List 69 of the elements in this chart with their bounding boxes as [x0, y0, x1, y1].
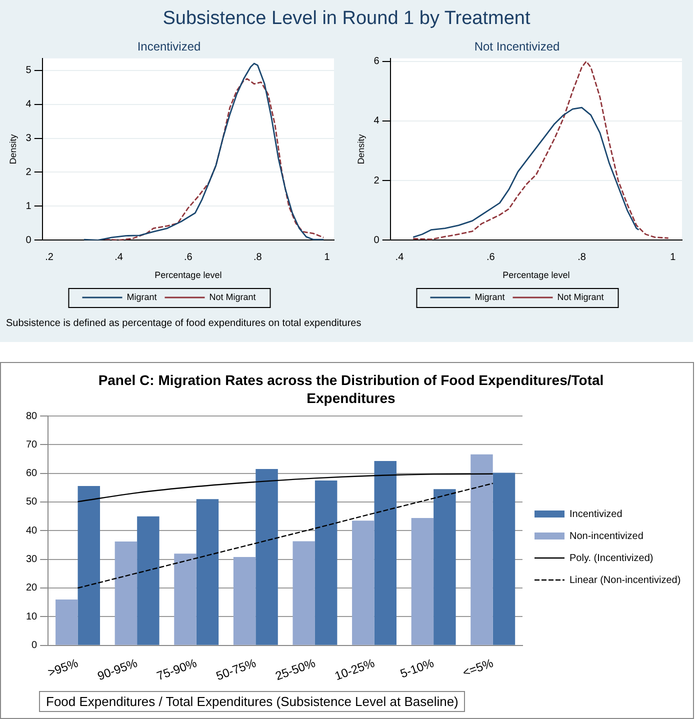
x-tick-label: .2 — [45, 252, 54, 263]
x-axis-title: Percentage level — [502, 270, 570, 280]
bar — [233, 557, 256, 645]
chart-title: Panel C: Migration Rates across the Distribution of Food Expenditures/Total Expenditures — [97, 371, 605, 407]
bar — [292, 541, 315, 645]
x-tick-label: 1 — [670, 252, 676, 263]
x-axis-title: Food Expenditures / Total Expenditures (Subsistence Level at Baseline) — [39, 691, 466, 712]
bar — [137, 516, 160, 645]
legend-label: Migrant — [474, 292, 506, 302]
bar — [470, 454, 493, 645]
line-series — [412, 60, 670, 240]
chart-subtitle: Incentivized — [137, 40, 201, 54]
bar — [196, 499, 219, 645]
y-tick-label: 30 — [26, 554, 38, 566]
bar — [492, 472, 516, 645]
legend-label: Not Migrant — [557, 292, 604, 302]
bar — [256, 469, 278, 645]
x-tick-label: .6 — [184, 252, 193, 263]
chart-title: Subsistence Level in Round 1 by Treatment — [162, 8, 532, 30]
legend-label: Not Migrant — [209, 292, 256, 302]
y-tick-label: 20 — [26, 582, 38, 594]
x-tick-label: .8 — [578, 252, 586, 263]
x-tick-label: .8 — [253, 252, 262, 263]
y-tick-label: 60 — [26, 468, 38, 480]
line-series — [104, 78, 324, 240]
text: Subsistence is defined as percentage of food expenditures on total expenditures — [6, 318, 362, 329]
y-tick-label: 50 — [26, 496, 38, 508]
y-tick-label: 70 — [26, 439, 38, 450]
y-tick-label: 1 — [26, 200, 32, 212]
x-tick-label: >95% — [46, 656, 80, 680]
bar — [314, 480, 338, 645]
y-tick-label: 80 — [26, 410, 38, 422]
x-tick-label: .4 — [395, 252, 404, 263]
y-tick-label: 0 — [374, 234, 380, 246]
y-tick-label: 4 — [374, 116, 380, 127]
y-tick-label: 0 — [32, 640, 38, 652]
x-axis-title: Percentage level — [154, 270, 222, 280]
y-tick-label: 3 — [26, 133, 32, 144]
y-tick-label: 0 — [26, 234, 32, 246]
bar — [78, 486, 100, 645]
x-tick-label: <=5% — [460, 656, 496, 680]
bar — [411, 518, 434, 645]
bar — [114, 542, 138, 645]
bar — [56, 599, 78, 645]
y-tick-label: 5 — [26, 65, 32, 76]
bar — [374, 461, 396, 645]
chart-subtitle: Not Incentivized — [474, 40, 560, 54]
legend-label: Poly. (Incentivized) — [570, 552, 654, 564]
legend-label: Incentivized — [570, 508, 622, 520]
line-series — [77, 482, 494, 589]
x-tick-label: .6 — [486, 252, 496, 263]
y-tick-label: 2 — [26, 166, 32, 178]
bar — [434, 489, 456, 645]
legend-label: Linear (Non-incentivized) — [570, 574, 681, 586]
bar — [174, 554, 196, 645]
x-tick-label: 1 — [324, 252, 330, 263]
y-tick-label: 2 — [374, 175, 380, 186]
y-tick-label: 4 — [26, 99, 32, 110]
x-tick-label: 5-10% — [398, 656, 436, 681]
legend-label: Migrant — [126, 292, 158, 302]
line-series — [77, 473, 494, 502]
x-tick-label: .4 — [114, 252, 124, 263]
y-tick-label: 10 — [26, 611, 38, 622]
y-axis-title: Density — [356, 134, 366, 164]
y-axis-title: Density — [8, 134, 18, 164]
y-tick-label: 6 — [374, 56, 380, 68]
legend-label: Non-incentivized — [570, 530, 644, 542]
bar — [352, 520, 374, 645]
y-tick-label: 40 — [26, 525, 38, 536]
